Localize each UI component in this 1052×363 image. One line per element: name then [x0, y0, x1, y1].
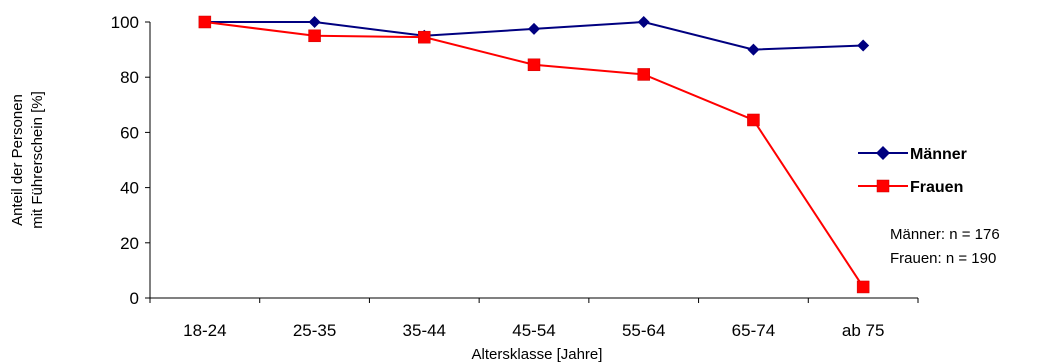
y-tick-label: 0 [130, 289, 139, 308]
x-tick-label: 55-64 [622, 321, 665, 340]
y-axis-title-line-1: Anteil der Personen [9, 94, 26, 226]
legend-item-frauen: Frauen [858, 179, 963, 196]
legend: Männer Frauen [858, 146, 967, 196]
x-tick-label: 18-24 [183, 321, 226, 340]
y-tick-label: 20 [120, 234, 139, 253]
series-2-point [747, 113, 760, 127]
series-2-point [198, 15, 212, 29]
series-2-point [856, 280, 870, 294]
series-1-point [857, 39, 870, 52]
x-tick-label: 45-54 [512, 321, 555, 340]
y-tick-label: 40 [120, 179, 139, 198]
x-ticks: 18-24 25-35 35-44 45-54 55-64 65-74 ab 75 [149, 298, 919, 340]
series-2-point [308, 29, 321, 43]
legend-item-maenner: Männer [858, 146, 967, 163]
y-tick-label: 80 [120, 68, 139, 87]
x-tick-label: ab 75 [842, 321, 885, 340]
series-1-point [637, 16, 650, 28]
y-axis-title-line-2: mit Führerschein [%] [29, 91, 46, 229]
legend-marker-frauen [876, 179, 890, 193]
y-ticks: 0 20 40 60 80 100 [111, 13, 150, 308]
note-sample-frauen: Frauen: n = 190 [890, 250, 996, 267]
x-tick-label: 25-35 [293, 321, 336, 340]
legend-marker-maenner [876, 146, 890, 160]
y-tick-label: 60 [120, 123, 139, 142]
legend-label-maenner: Männer [910, 146, 967, 163]
series-2-point [418, 30, 431, 44]
y-tick-label: 100 [111, 13, 139, 32]
x-axis-title: Altersklasse [Jahre] [472, 346, 603, 363]
series-1-point [528, 22, 540, 35]
note-sample-maenner: Männer: n = 176 [890, 226, 1000, 243]
series-1-point [308, 16, 321, 28]
series-1-point [747, 43, 760, 56]
x-tick-label: 35-44 [403, 321, 446, 340]
series-2-point [527, 58, 541, 72]
legend-label-frauen: Frauen [910, 179, 963, 196]
x-tick-label: 65-74 [732, 321, 775, 340]
series-layer [198, 15, 870, 294]
series-2-point [637, 68, 650, 81]
